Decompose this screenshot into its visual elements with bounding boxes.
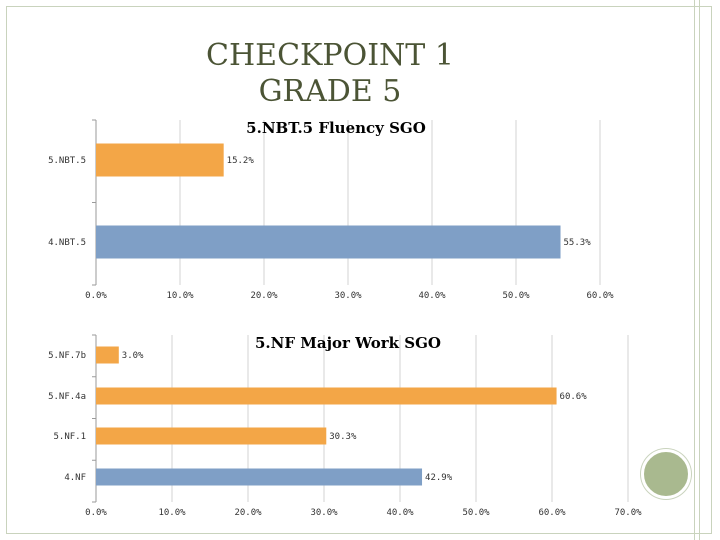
chart1-value-label: 15.2% [227,156,255,166]
chart1-x-tick-label: 20.0% [250,291,278,301]
chart1-bar [96,225,561,259]
chart2-bar [96,427,327,445]
chart2-bar [96,346,119,364]
chart2-x-tick-label: 10.0% [158,508,186,518]
chart2-x-tick-label: 50.0% [462,508,490,518]
chart1-bar [96,143,224,177]
chart2-x-tick-label: 30.0% [310,508,338,518]
chart1-x-tick-label: 60.0% [586,291,614,301]
chart2-title: 5.NF Major Work SGO [255,334,441,352]
chart2-category-label: 5.NF.4a [48,392,86,402]
slide-title-line-2: GRADE 5 [258,74,402,109]
chart1-category-label: 4.NBT.5 [48,238,86,248]
chart2-value-label: 3.0% [122,351,144,361]
chart2-x-tick-label: 60.0% [538,508,566,518]
chart1-x-tick-label: 0.0% [85,291,107,301]
chart2-x-tick-label: 40.0% [386,508,414,518]
decorative-rail [694,0,695,540]
slide-title: CHECKPOINT 1 GRADE 5 [150,38,510,110]
chart2-value-label: 30.3% [329,432,357,442]
chart1-value-label: 55.3% [564,238,592,248]
chart2-x-tick-label: 70.0% [614,508,642,518]
chart2-category-label: 5.NF.7b [48,351,86,361]
slide-frame [6,6,712,534]
chart2-bar [96,468,423,486]
decorative-circle [641,449,691,499]
chart2-category-label: 5.NF.1 [53,432,86,442]
chart1-x-tick-label: 30.0% [334,291,362,301]
chart1-x-tick-label: 40.0% [418,291,446,301]
chart2-category-label: 4.NF [64,473,86,483]
chart1-x-tick-label: 50.0% [502,291,530,301]
decorative-rail-inner [699,0,700,540]
slide-title-line-1: CHECKPOINT 1 [206,38,454,73]
chart1-title: 5.NBT.5 Fluency SGO [246,119,426,137]
chart2-bar [96,387,557,405]
chart1-x-tick-label: 10.0% [166,291,194,301]
chart2-value-label: 42.9% [425,473,453,483]
chart2-x-tick-label: 0.0% [85,508,107,518]
chart2-x-tick-label: 20.0% [234,508,262,518]
chart1-category-label: 5.NBT.5 [48,156,86,166]
chart2-value-label: 60.6% [560,392,588,402]
